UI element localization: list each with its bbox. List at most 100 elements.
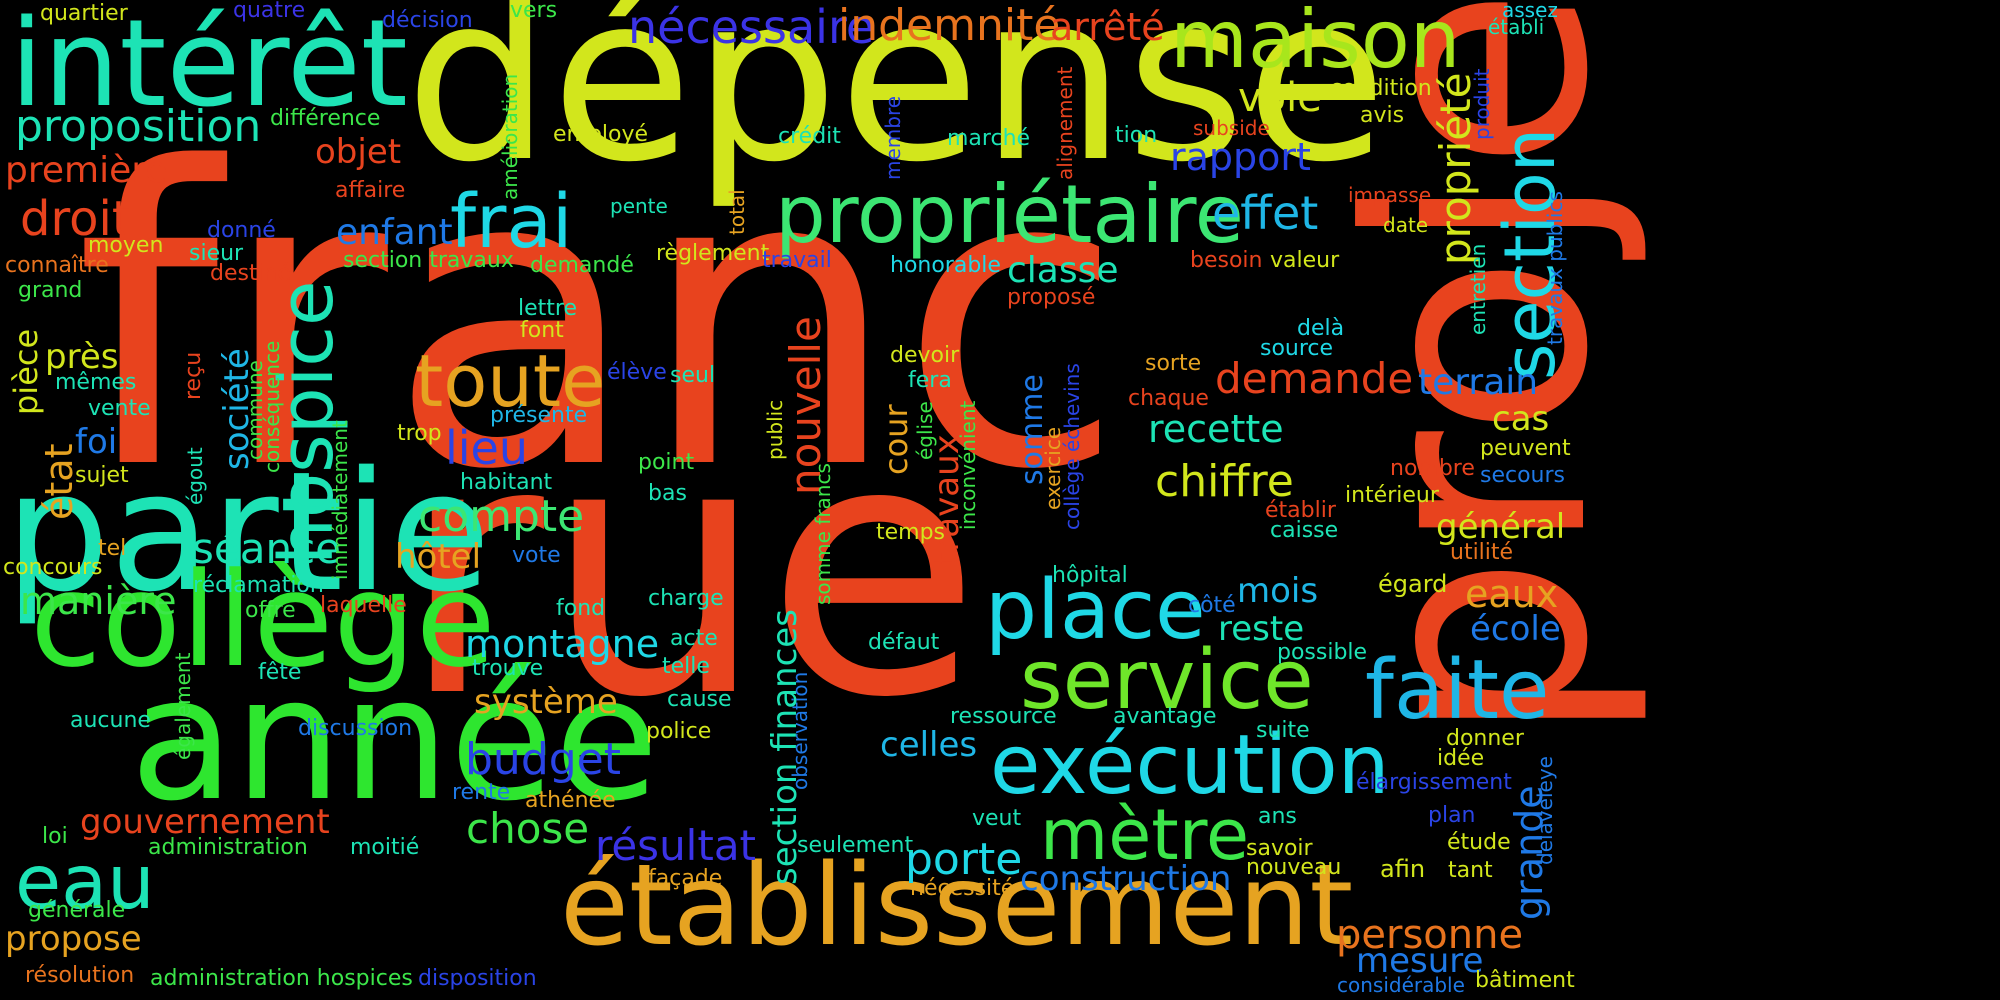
word-annee: année: [130, 641, 659, 839]
word-objet: objet: [315, 132, 402, 172]
word-moitie: moitié: [350, 835, 420, 860]
word-temps: temps: [876, 520, 946, 545]
word-ecole: école: [1470, 609, 1561, 649]
word-considerable: considérable: [1337, 973, 1465, 997]
word-assez: assez: [1502, 0, 1558, 22]
word-charge: charge: [648, 586, 724, 611]
word-quatre: quatre: [233, 0, 306, 23]
word-indemnite: indemnité: [838, 0, 1061, 51]
word-lieu: lieu: [445, 421, 529, 475]
word-tion: tion: [1115, 123, 1158, 148]
word-habitant: habitant: [460, 470, 553, 495]
word-cote: côté: [1188, 593, 1236, 618]
word-besoin: besoin: [1190, 248, 1263, 273]
word-donner: donner: [1446, 726, 1524, 751]
word-vers: vers: [510, 0, 558, 23]
word-disposition: disposition: [418, 966, 537, 991]
word-systeme: système: [474, 682, 618, 722]
word-elargissement: élargissement: [1356, 770, 1512, 795]
word-exercice: exercice: [1041, 426, 1065, 510]
word-fera: fera: [908, 368, 952, 393]
word-hotel: hôtel: [395, 537, 482, 577]
word-reste: reste: [1218, 609, 1305, 649]
word-observation: observation: [788, 671, 812, 790]
word-secours: secours: [1480, 463, 1566, 488]
word-nouveau: nouveau: [1246, 855, 1342, 880]
word-avantage: avantage: [1113, 704, 1217, 729]
word-pres: près: [45, 337, 119, 377]
word-public: public: [763, 399, 787, 460]
word-total: total: [725, 189, 749, 235]
word-administration-hospices: administration hospices: [150, 966, 413, 991]
word-employe: employé: [553, 122, 649, 147]
word-lettre: lettre: [518, 296, 577, 321]
word-tel: tel: [98, 536, 127, 561]
word-eau: eau: [15, 838, 155, 926]
word-peuvent: peuvent: [1480, 436, 1571, 461]
word-eaux: eaux: [1465, 572, 1559, 616]
word-seulement: seulement: [797, 833, 914, 858]
word-connaitre: connaître: [5, 253, 109, 278]
word-avis: avis: [1360, 103, 1405, 128]
word-condition: condition: [1330, 76, 1432, 101]
word-produit: produit: [1470, 68, 1494, 140]
word-caisse: caisse: [1270, 518, 1339, 543]
word-tant: tant: [1448, 858, 1493, 883]
word-terrain: terrain: [1418, 362, 1539, 403]
word-demande-2: demandé: [530, 253, 634, 278]
word-savoir: savoir: [1246, 836, 1313, 861]
word-subside: subside: [1193, 116, 1270, 140]
word-classe: classe: [1007, 250, 1119, 291]
word-source: source: [1260, 336, 1334, 361]
word-enfant: enfant: [336, 212, 453, 253]
word-arrete: arrêté: [1050, 5, 1165, 49]
word-frai: frai: [450, 179, 573, 265]
word-commune: commune: [243, 360, 267, 460]
word-faite: faite: [1365, 643, 1550, 738]
word-sorte: sorte: [1145, 351, 1202, 376]
word-college: collège: [30, 544, 496, 696]
word-egalement: également: [171, 652, 195, 760]
word-resultat: résultat: [595, 821, 757, 870]
word-offre: offre: [245, 598, 296, 623]
word-quartier: quartier: [40, 1, 128, 26]
word-possible: possible: [1277, 640, 1368, 665]
word-etude: étude: [1447, 830, 1511, 855]
word-recu: reçu: [181, 351, 206, 400]
word-effet: effet: [1212, 186, 1319, 240]
word-font: font: [520, 318, 564, 343]
word-grand: grand: [18, 278, 83, 303]
word-proprietaire: propriétaire: [775, 168, 1244, 261]
word-bas: bas: [648, 481, 687, 506]
word-travaux-publics: travaux publics: [1543, 191, 1567, 345]
word-presente: présente: [490, 403, 588, 428]
word-chiffre: chiffre: [1155, 456, 1294, 507]
word-impasse: impasse: [1348, 183, 1432, 207]
word-memes: mêmes: [55, 370, 137, 395]
word-mois: mois: [1237, 571, 1319, 611]
word-metre: mètre: [1040, 794, 1250, 876]
word-resolution: résolution: [25, 963, 135, 988]
word-franc: franc: [75, 81, 1125, 559]
word-porte: porte: [905, 834, 1023, 885]
word-seance: séance: [192, 524, 342, 573]
word-place: place: [985, 563, 1206, 658]
word-nombre: nombre: [1390, 456, 1475, 481]
word-voie: voie: [1238, 75, 1322, 121]
word-necessite: nécessité: [910, 876, 1015, 901]
word-credit: crédit: [778, 124, 841, 149]
word-piece: pièce: [7, 328, 45, 415]
word-entretien: entretien: [1466, 243, 1490, 335]
word-delaveleye: delaveleye: [1533, 756, 1557, 865]
word-fete: fête: [258, 660, 302, 685]
word-montagne: montagne: [465, 622, 660, 666]
word-rente: rente: [452, 780, 511, 805]
word-batiment: bâtiment: [1475, 968, 1575, 993]
word-hopital: hôpital: [1052, 563, 1128, 588]
word-service: service: [1020, 633, 1314, 728]
word-idee: idée: [1437, 746, 1485, 771]
word-laquelle: laquelle: [320, 593, 407, 618]
word-budget: budget: [465, 734, 621, 785]
word-propose-2: proposé: [1007, 285, 1096, 310]
